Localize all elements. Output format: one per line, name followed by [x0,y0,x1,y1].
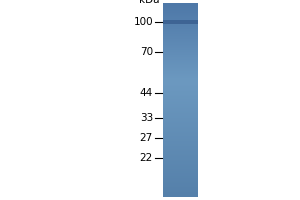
Text: 44: 44 [140,88,153,98]
Text: 22: 22 [140,153,153,163]
Text: 100: 100 [134,17,153,27]
Bar [163,20,198,24]
Text: 27: 27 [140,133,153,143]
Text: 70: 70 [140,47,153,57]
Text: kDa: kDa [140,0,160,5]
Text: 33: 33 [140,113,153,123]
